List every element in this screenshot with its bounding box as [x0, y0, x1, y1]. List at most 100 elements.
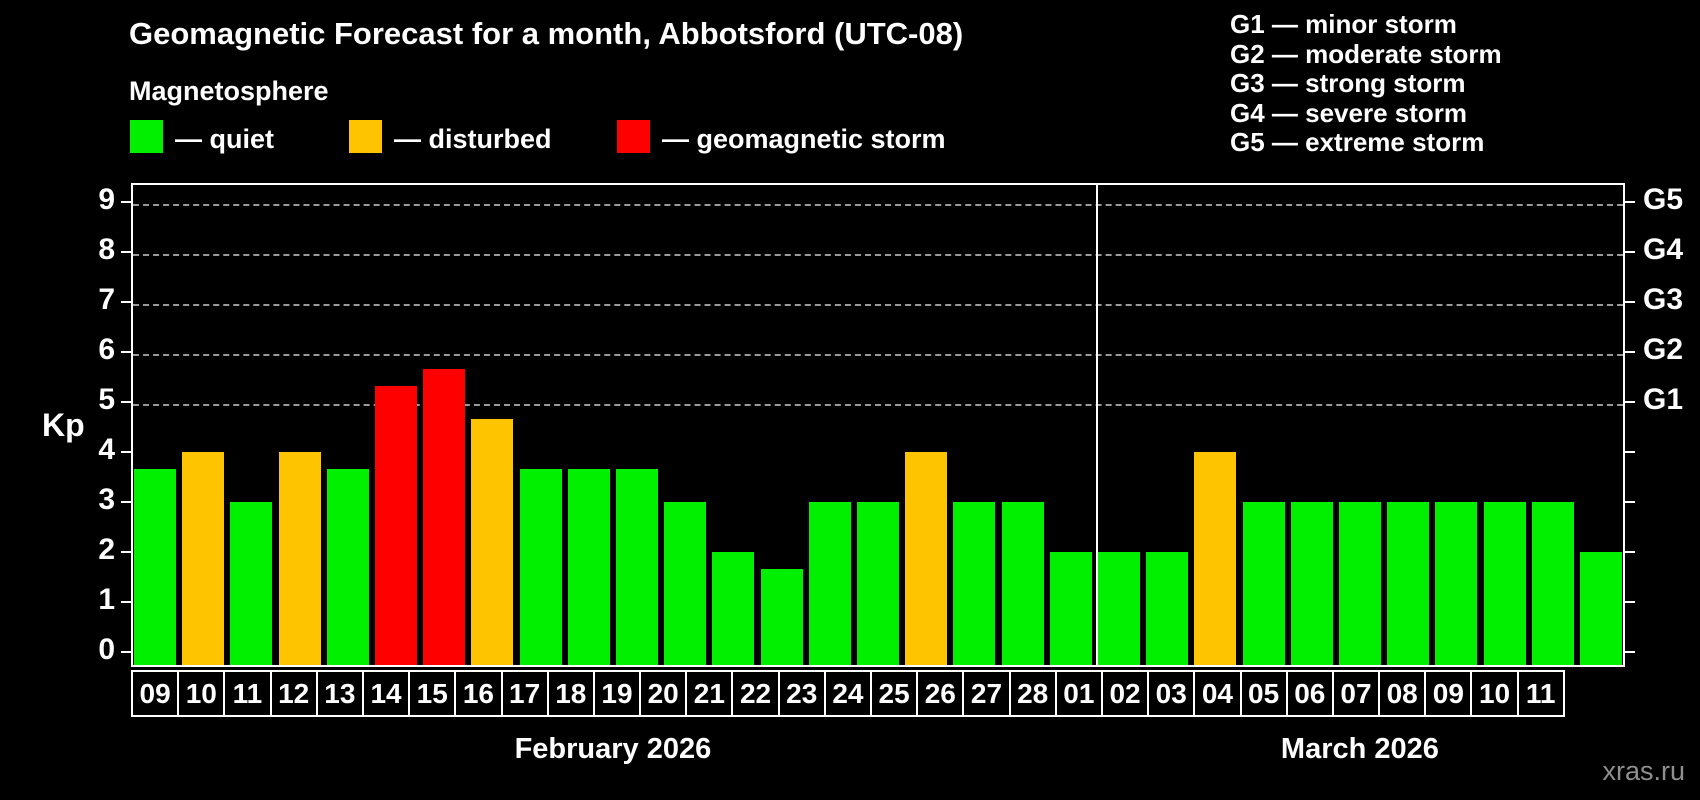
kp-bar: [1242, 502, 1285, 665]
y-tick: [121, 501, 131, 503]
day-label: 22: [731, 670, 780, 717]
day-label: 04: [1193, 670, 1242, 717]
kp-bar: [1435, 502, 1478, 665]
day-label: 16: [454, 670, 503, 717]
y-tick: [121, 301, 131, 303]
g-tick-label: G5: [1643, 183, 1684, 216]
kp-bar: [567, 468, 610, 665]
g-legend-line: G3 — strong storm: [1230, 68, 1466, 98]
kp-bar: [1194, 452, 1237, 665]
day-label: 02: [1100, 670, 1150, 717]
kp-bar: [1146, 552, 1189, 665]
day-label: 12: [269, 670, 318, 717]
day-label: 05: [1239, 670, 1288, 717]
y-tick: [121, 401, 131, 403]
month-label: February 2026: [514, 733, 712, 765]
g-tick: [1625, 351, 1635, 353]
g-tick: [1625, 651, 1635, 653]
g-tick: [1625, 401, 1635, 403]
day-label: 26: [916, 670, 965, 717]
plot-area: [131, 183, 1625, 667]
y-tick-label: 1: [98, 583, 115, 616]
legend-swatch-disturbed: [349, 120, 382, 153]
y-tick-label: 5: [98, 383, 115, 416]
day-label: 06: [1285, 670, 1334, 717]
g-tick: [1625, 301, 1635, 303]
kp-bar: [1290, 502, 1333, 665]
day-label: 17: [500, 670, 549, 717]
kp-bar: [326, 468, 369, 665]
day-label: 27: [962, 670, 1011, 717]
y-tick-label: 6: [98, 333, 115, 366]
day-label: 23: [777, 670, 826, 717]
kp-bar: [375, 385, 418, 665]
y-tick-label: 9: [98, 183, 115, 216]
chart-title: Geomagnetic Forecast for a month, Abbots…: [129, 16, 964, 51]
g-tick: [1625, 501, 1635, 503]
g-tick-label: G2: [1643, 333, 1684, 366]
g-legend-line: G1 — minor storm: [1230, 9, 1457, 39]
kp-bar: [471, 418, 514, 665]
legend-label-disturbed: — disturbed: [394, 124, 552, 154]
g-legend-line: G5 — extreme storm: [1230, 127, 1485, 157]
y-tick: [121, 451, 131, 453]
kp-bar: [857, 502, 899, 665]
g-legend-line: G2 — moderate storm: [1230, 38, 1502, 69]
kp-bar: [1531, 502, 1574, 665]
day-label: 24: [823, 670, 872, 717]
gridline-kp6: [133, 354, 1623, 356]
y-tick: [121, 351, 131, 353]
day-label: 19: [592, 670, 642, 717]
day-label: 13: [315, 670, 364, 717]
kp-bar: [664, 502, 707, 665]
gridline-kp7: [133, 304, 1623, 306]
kp-bar: [230, 502, 273, 665]
day-label: 08: [1378, 670, 1427, 717]
day-label: 01: [1054, 670, 1103, 717]
y-tick-label: 3: [98, 483, 115, 516]
y-axis-label: Kp: [42, 407, 85, 443]
kp-bar: [182, 452, 225, 665]
g-tick: [1625, 251, 1635, 253]
kp-bar: [278, 452, 321, 665]
g-tick: [1625, 451, 1635, 453]
kp-bar: [1338, 502, 1381, 665]
y-tick-label: 0: [98, 633, 115, 666]
kp-bar: [712, 552, 755, 665]
legend-label-quiet: — quiet: [175, 124, 274, 154]
y-tick: [121, 601, 131, 603]
g-legend-line: G4 — severe storm: [1230, 97, 1468, 128]
g-tick: [1625, 551, 1635, 553]
g-scale-legend: G1 — minor storm G2 — moderate storm G3 — …: [1230, 9, 1502, 158]
g-tick-label: G3: [1643, 283, 1684, 316]
y-tick-label: 2: [98, 533, 115, 566]
kp-bar: [953, 502, 996, 665]
legend-swatch-quiet: [130, 120, 163, 153]
month-separator-line: [1095, 185, 1098, 665]
kp-bar: [1483, 502, 1526, 665]
month-label: March 2026: [1280, 733, 1439, 765]
day-label: 10: [177, 670, 226, 717]
watermark: xras.ru: [1602, 756, 1685, 786]
kp-bar: [1049, 552, 1092, 665]
gridline-kp8: [133, 254, 1623, 256]
kp-bar: [1097, 552, 1140, 665]
kp-bar: [808, 502, 851, 665]
day-label: 11: [223, 670, 272, 717]
day-label: 11: [1516, 670, 1565, 717]
day-label: 28: [1008, 670, 1057, 717]
kp-bar: [616, 468, 659, 665]
g-tick-label: G1: [1643, 383, 1684, 416]
day-label: 15: [408, 670, 457, 717]
y-tick-label: 7: [98, 283, 115, 316]
day-label: 03: [1147, 670, 1196, 717]
legend-label-storm: — geomagnetic storm: [662, 124, 946, 154]
kp-bar: [1579, 552, 1622, 665]
day-label: 09: [131, 670, 180, 717]
kp-bar: [1387, 502, 1430, 665]
y-tick-label: 8: [98, 233, 115, 266]
kp-bar: [1001, 502, 1044, 665]
kp-bar: [905, 452, 948, 665]
g-tick-label: G4: [1643, 233, 1684, 266]
day-label: 20: [639, 670, 688, 717]
